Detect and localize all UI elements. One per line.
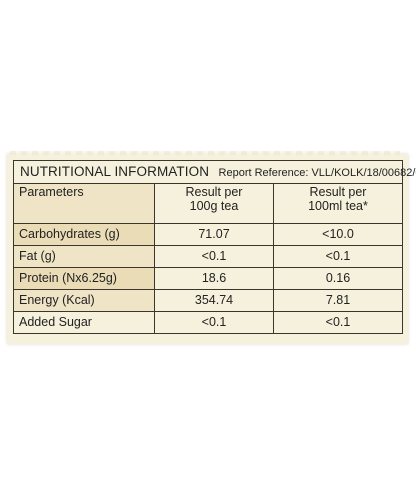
label-top-edge: [10, 151, 400, 155]
header-per-100ml: Result per 100ml tea*: [273, 183, 403, 224]
row-per-100ml: <0.1: [273, 311, 403, 334]
row-per-100ml: <0.1: [273, 245, 403, 268]
header-parameters: Parameters: [13, 183, 155, 224]
table-title-row: NUTRITIONAL INFORMATION Report Reference…: [13, 160, 416, 184]
row-parameter: Carbohydrates (g): [13, 223, 155, 246]
row-parameter: Energy (Kcal): [13, 289, 155, 312]
row-per-100g: <0.1: [154, 245, 274, 268]
row-per-100ml: 0.16: [273, 267, 403, 290]
header-parameters-label: Parameters: [19, 185, 84, 199]
table-row: Energy (Kcal) 354.74 7.81: [13, 289, 403, 312]
row-per-100g: 354.74: [154, 289, 274, 312]
table-row: Added Sugar <0.1 <0.1: [13, 311, 403, 334]
table-header-row: Parameters Result per 100g tea Result pe…: [13, 183, 403, 224]
table-title-cell: NUTRITIONAL INFORMATION Report Reference…: [13, 160, 416, 184]
report-reference: Report Reference: VLL/KOLK/18/00682/002: [218, 166, 416, 179]
row-parameter: Added Sugar: [13, 311, 155, 334]
row-per-100ml: 7.81: [273, 289, 403, 312]
header-per-100ml-line2: 100ml tea*: [308, 198, 368, 213]
table-row: Protein (Nx6.25g) 18.6 0.16: [13, 267, 403, 290]
nutrition-table: NUTRITIONAL INFORMATION Report Reference…: [13, 160, 416, 334]
table-row: Carbohydrates (g) 71.07 <10.0: [13, 223, 403, 246]
nutrition-title: NUTRITIONAL INFORMATION: [20, 163, 210, 179]
header-per-100g-line2: 100g tea: [189, 198, 239, 213]
table-row: Fat (g) <0.1 <0.1: [13, 245, 403, 268]
row-parameter: Protein (Nx6.25g): [13, 267, 155, 290]
header-per-100ml-line1: Result per: [309, 185, 367, 199]
header-per-100g: Result per 100g tea: [154, 183, 274, 224]
row-per-100ml: <10.0: [273, 223, 403, 246]
header-per-100g-line1: Result per: [185, 185, 243, 199]
row-per-100g: 71.07: [154, 223, 274, 246]
row-per-100g: <0.1: [154, 311, 274, 334]
row-per-100g: 18.6: [154, 267, 274, 290]
row-parameter: Fat (g): [13, 245, 155, 268]
